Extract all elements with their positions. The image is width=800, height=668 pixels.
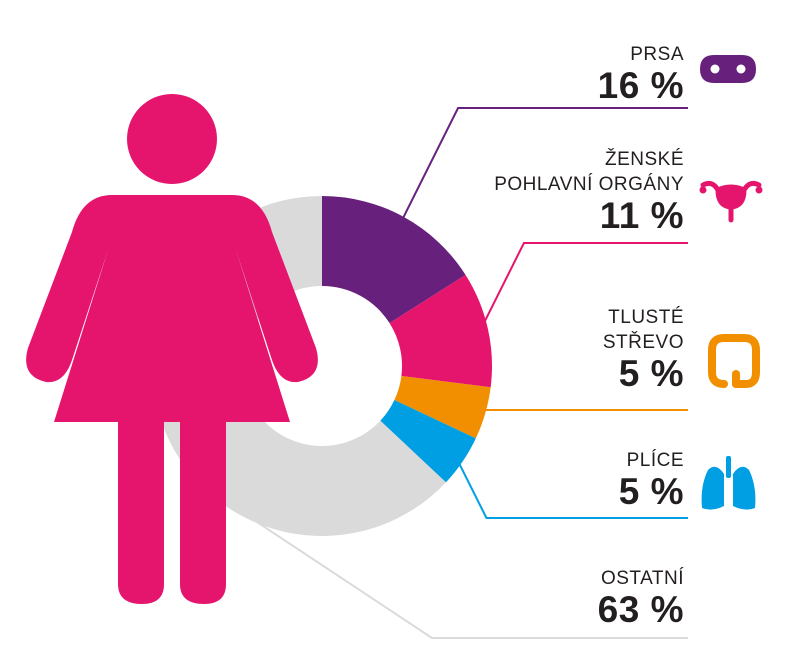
woman-icon bbox=[26, 94, 318, 604]
category-label: PRSA bbox=[630, 44, 684, 65]
legend-entry-zenske-pohlavni-organy: ŽENSKÉ POHLAVNÍ ORGÁNY 11 % bbox=[494, 147, 684, 235]
category-label: PLÍCE bbox=[626, 450, 684, 471]
breasts-icon bbox=[700, 55, 756, 83]
legend-entry-tluste-strevo: TLUSTÉ STŘEVO 5 % bbox=[603, 305, 684, 393]
colon-icon bbox=[708, 334, 760, 388]
category-label: OSTATNÍ bbox=[600, 568, 684, 589]
donut-slice-plice bbox=[380, 400, 476, 483]
category-label: ŽENSKÉ bbox=[604, 149, 684, 170]
leader-line-zenske-pohlavni-organy bbox=[479, 242, 688, 332]
leader-line-tluste-strevo bbox=[476, 409, 688, 412]
donut-slice-prsa bbox=[322, 196, 466, 324]
legend-entry-prsa: PRSA 16 % bbox=[598, 42, 684, 105]
category-label: POHLAVNÍ ORGÁNY bbox=[494, 174, 684, 195]
leader-line-ostatni bbox=[226, 501, 688, 639]
value-label: 5 % bbox=[618, 353, 684, 394]
value-label: 63 % bbox=[597, 589, 684, 630]
category-label: TLUSTÉ bbox=[608, 307, 684, 328]
legend-entry-ostatni: OSTATNÍ 63 % bbox=[598, 566, 684, 629]
category-label: STŘEVO bbox=[602, 332, 684, 353]
leader-line-prsa bbox=[399, 107, 688, 225]
leader-line-plice bbox=[455, 456, 688, 519]
value-label: 5 % bbox=[618, 471, 684, 512]
donut-slice-zenske-pohlavni-organy bbox=[389, 274, 492, 388]
donut-slice-tluste-strevo bbox=[394, 376, 491, 439]
lungs-icon bbox=[701, 456, 756, 510]
uterus-icon bbox=[699, 180, 763, 223]
value-label: 16 % bbox=[597, 65, 684, 106]
value-label: 11 % bbox=[599, 195, 684, 236]
legend-entry-plice: PLÍCE 5 % bbox=[619, 448, 684, 511]
